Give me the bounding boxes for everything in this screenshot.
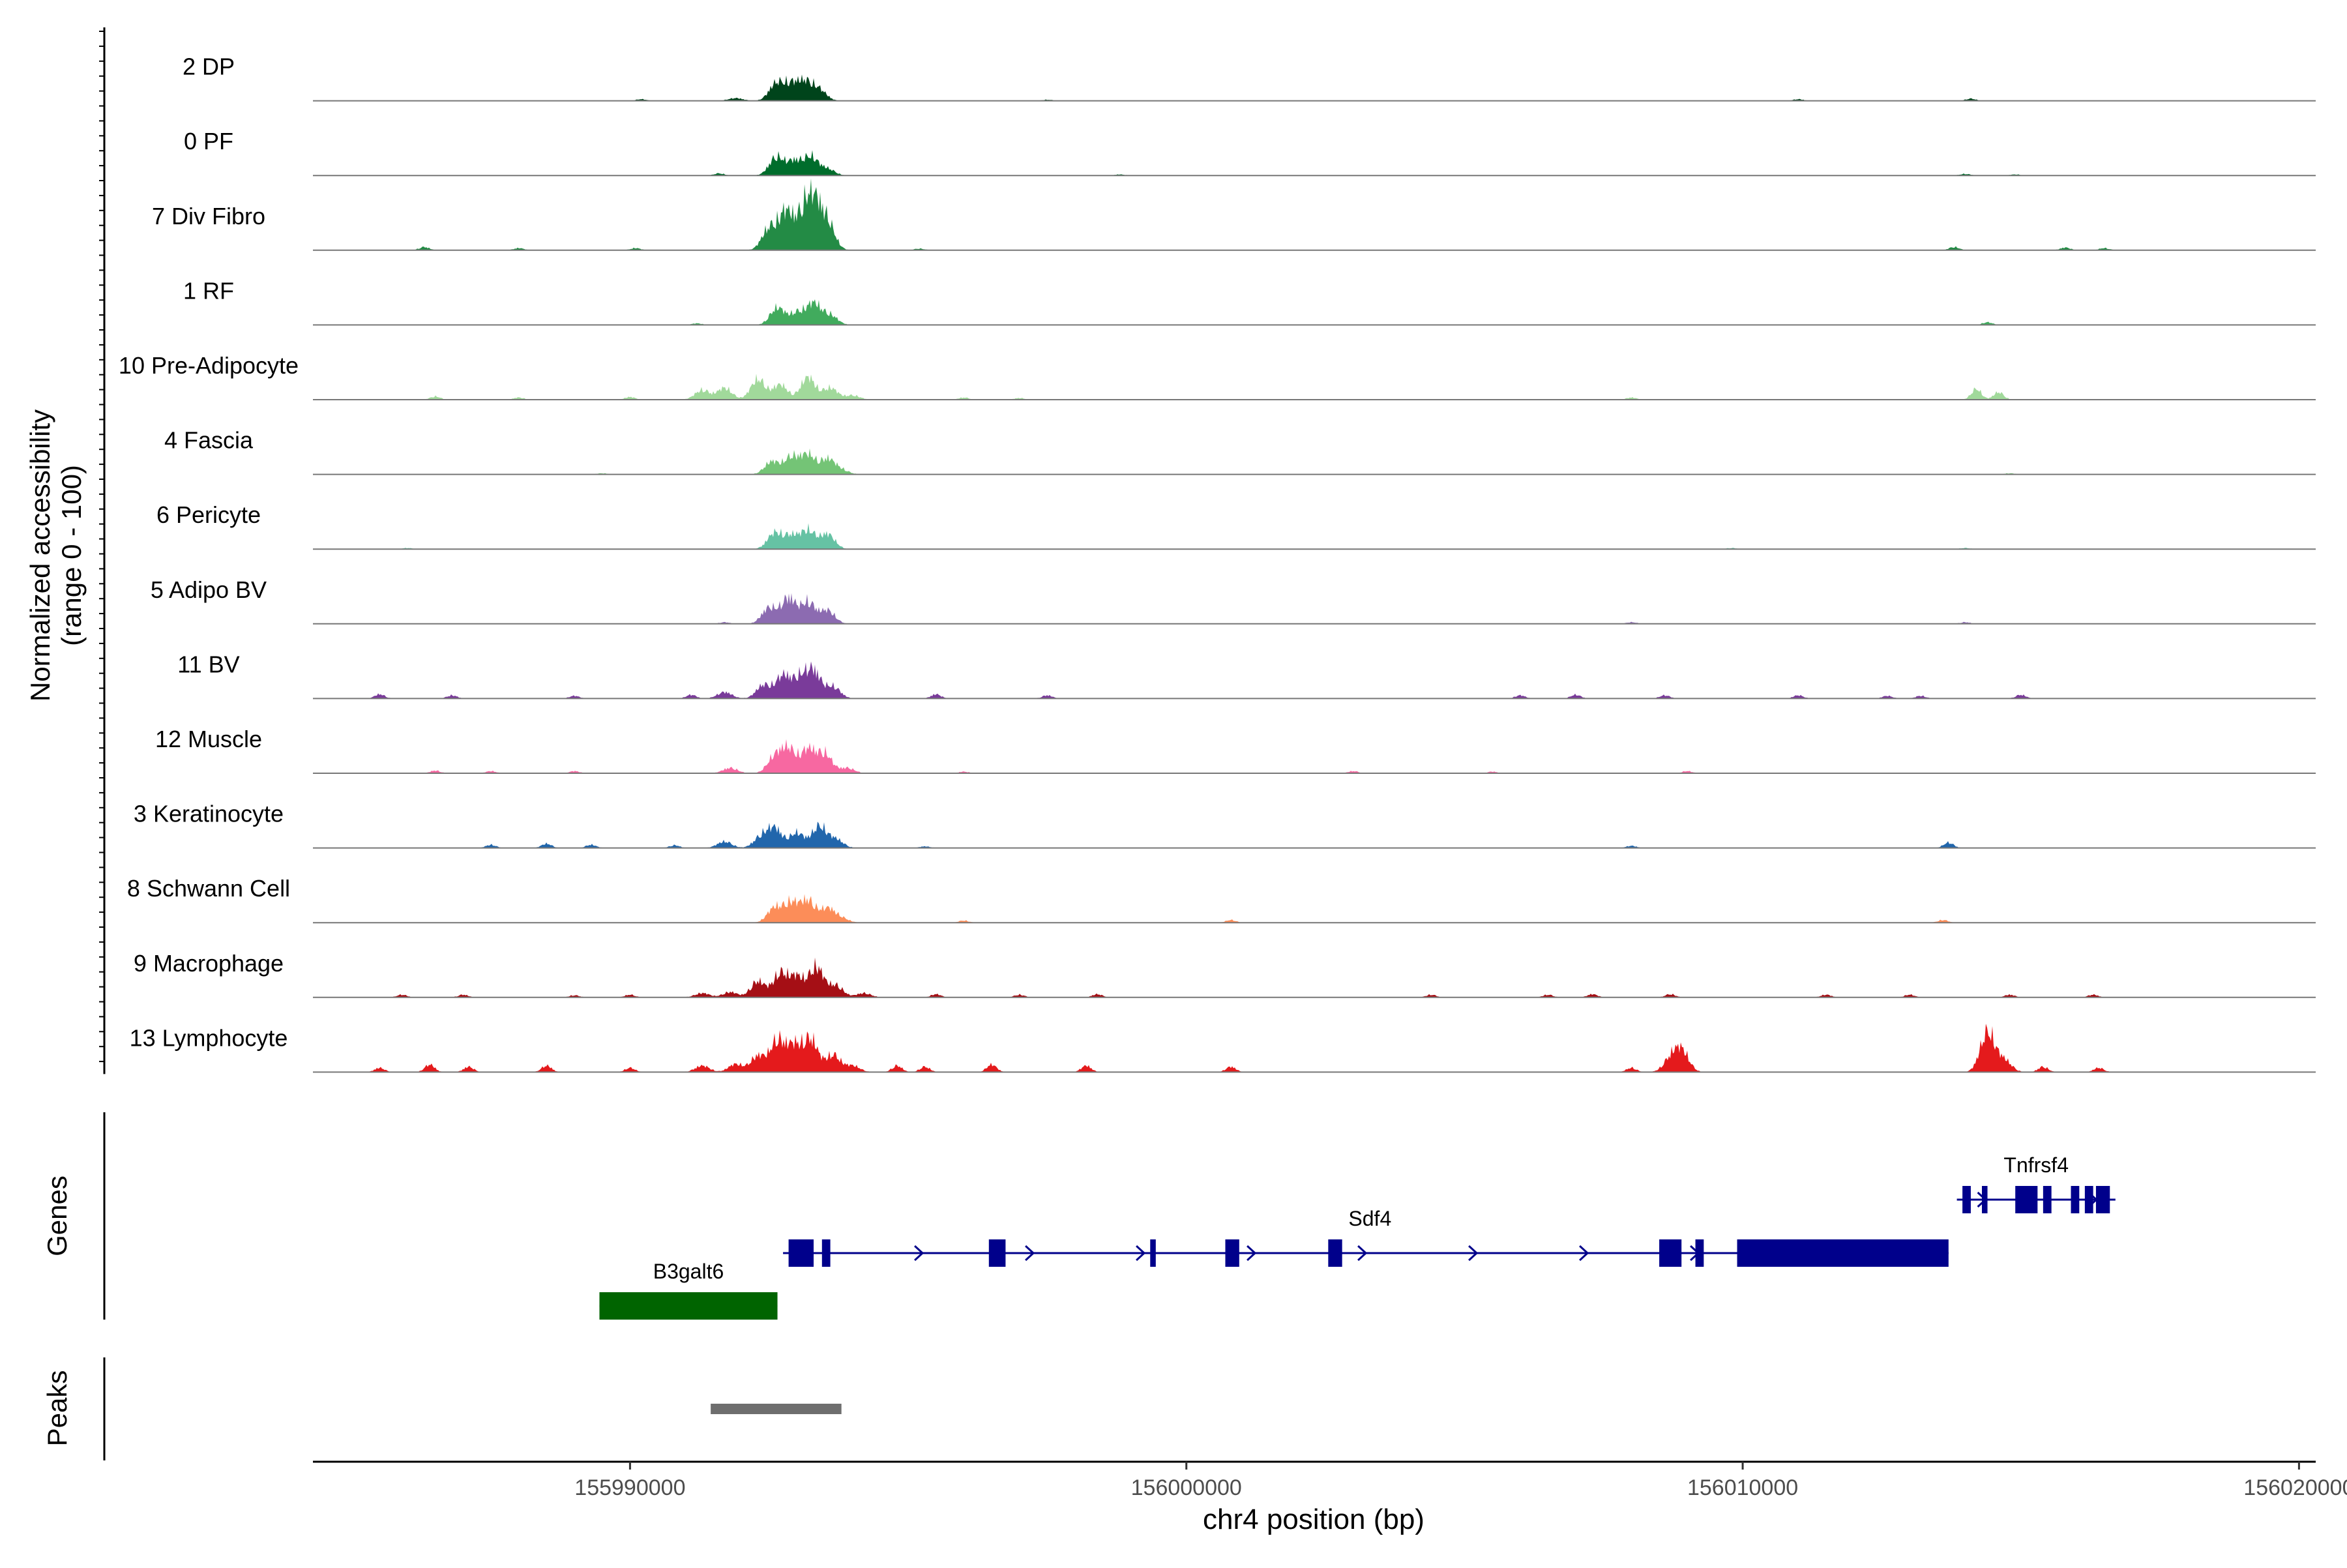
- gene-model: B3galt6: [599, 1260, 778, 1320]
- track: 0 PF: [184, 128, 2316, 177]
- track: 5 Adipo BV: [151, 576, 2316, 625]
- coverage-area: [313, 957, 2316, 998]
- strand-arrow-icon: [1579, 1245, 1589, 1262]
- gene-exon: [2043, 1186, 2052, 1213]
- x-tick-label: 155990000: [574, 1475, 685, 1500]
- strand-arrow-icon: [1136, 1245, 1146, 1262]
- coverage-area: [313, 593, 2316, 624]
- strand-arrow-icon: [1468, 1245, 1479, 1262]
- gene-exon: [599, 1292, 778, 1320]
- gene-exon: [988, 1239, 1006, 1267]
- strand-arrow-icon: [914, 1245, 924, 1262]
- gene-label: Sdf4: [1348, 1207, 1391, 1230]
- x-tick-label: 156020000: [2243, 1475, 2347, 1500]
- track-label: 5 Adipo BV: [151, 576, 267, 603]
- track: 7 Div Fibro: [152, 178, 2316, 251]
- track: 9 Macrophage: [134, 950, 2316, 998]
- track-label: 1 RF: [183, 277, 234, 304]
- track: 2 DP: [183, 53, 2316, 102]
- coverage-area: [313, 739, 2316, 773]
- coverage-area: [313, 1024, 2316, 1072]
- track: 11 BV: [177, 651, 2316, 700]
- gene-exon: [1150, 1239, 1156, 1267]
- peak-region: [711, 1404, 842, 1414]
- track: 10 Pre-Adipocyte: [119, 352, 2316, 400]
- track-label: 2 DP: [183, 53, 235, 80]
- peak-panel: [103, 1357, 842, 1460]
- gene-exon: [2095, 1186, 2110, 1213]
- track-label: 11 BV: [177, 651, 239, 677]
- gene-panel: B3galt6 Sdf4 Tnfrsf4: [103, 1112, 2116, 1320]
- track-label: 3 Keratinocyte: [134, 801, 284, 827]
- gene-exon: [1737, 1239, 1949, 1267]
- strand-arrow-icon: [1357, 1245, 1368, 1262]
- track-label: 10 Pre-Adipocyte: [119, 352, 299, 379]
- x-axis: 155990000 156000000 156010000 156020000: [313, 1460, 2347, 1500]
- coverage-area: [313, 894, 2316, 923]
- coverage-tracks: 2 DP 0 PF 7 Div Fibro 1 RF 10 Pre-Adipocyte 4…: [99, 27, 2316, 1074]
- track: 1 RF: [183, 277, 2316, 326]
- strand-arrow-icon: [1025, 1245, 1035, 1262]
- gene-exon: [2084, 1186, 2093, 1213]
- gene-exon: [1695, 1239, 1704, 1267]
- coverage-area: [313, 299, 2316, 325]
- gene-exon: [1962, 1186, 1971, 1213]
- track-label: 7 Div Fibro: [152, 203, 265, 229]
- track-label: 4 Fascia: [164, 427, 254, 454]
- x-tick-label: 156000000: [1131, 1475, 1242, 1500]
- coverage-area: [313, 178, 2316, 250]
- coverage-area: [313, 150, 2316, 176]
- genes-panel-label: Genes: [42, 1176, 72, 1256]
- track: 12 Muscle: [155, 726, 2316, 774]
- gene-exon: [788, 1239, 814, 1267]
- track: 4 Fascia: [164, 427, 2316, 475]
- track-label: 0 PF: [184, 128, 233, 155]
- track-label: 12 Muscle: [155, 726, 262, 752]
- gene-model: Tnfrsf4: [1956, 1153, 2116, 1213]
- track: 13 Lymphocyte: [130, 1024, 2316, 1073]
- track: 3 Keratinocyte: [134, 801, 2316, 849]
- coverage-area: [313, 661, 2316, 699]
- gene-model: Sdf4: [783, 1207, 1949, 1267]
- gene-label: Tnfrsf4: [2003, 1153, 2069, 1177]
- x-tick-label: 156010000: [1687, 1475, 1798, 1500]
- gene-exon: [1982, 1186, 1988, 1213]
- track-label: 9 Macrophage: [134, 950, 284, 977]
- gene-exon: [2015, 1186, 2038, 1213]
- coverage-area: [313, 448, 2316, 475]
- strand-arrow-icon: [1247, 1245, 1257, 1262]
- track: 8 Schwann Cell: [127, 875, 2316, 924]
- peaks-panel-label: Peaks: [42, 1370, 72, 1447]
- gene-exon: [1659, 1239, 1682, 1267]
- gene-label: B3galt6: [653, 1260, 724, 1283]
- coverage-area: [313, 821, 2316, 848]
- track-label: 13 Lymphocyte: [130, 1024, 288, 1051]
- gene-exon: [1328, 1239, 1342, 1267]
- y-axis-label: Normalized accessibility: [25, 409, 55, 702]
- track-label: 6 Pericyte: [156, 501, 261, 528]
- gene-exon: [1225, 1239, 1239, 1267]
- gene-exon: [821, 1239, 831, 1267]
- coverage-area: [313, 374, 2316, 400]
- track: 6 Pericyte: [156, 501, 2316, 550]
- gene-exon: [2071, 1186, 2080, 1213]
- x-axis-label: chr4 position (bp): [1203, 1503, 1424, 1535]
- y-axis-label-range: (range 0 - 100): [56, 465, 87, 646]
- coverage-area: [313, 74, 2316, 101]
- track-label: 8 Schwann Cell: [127, 875, 290, 902]
- coverage-area: [313, 523, 2316, 550]
